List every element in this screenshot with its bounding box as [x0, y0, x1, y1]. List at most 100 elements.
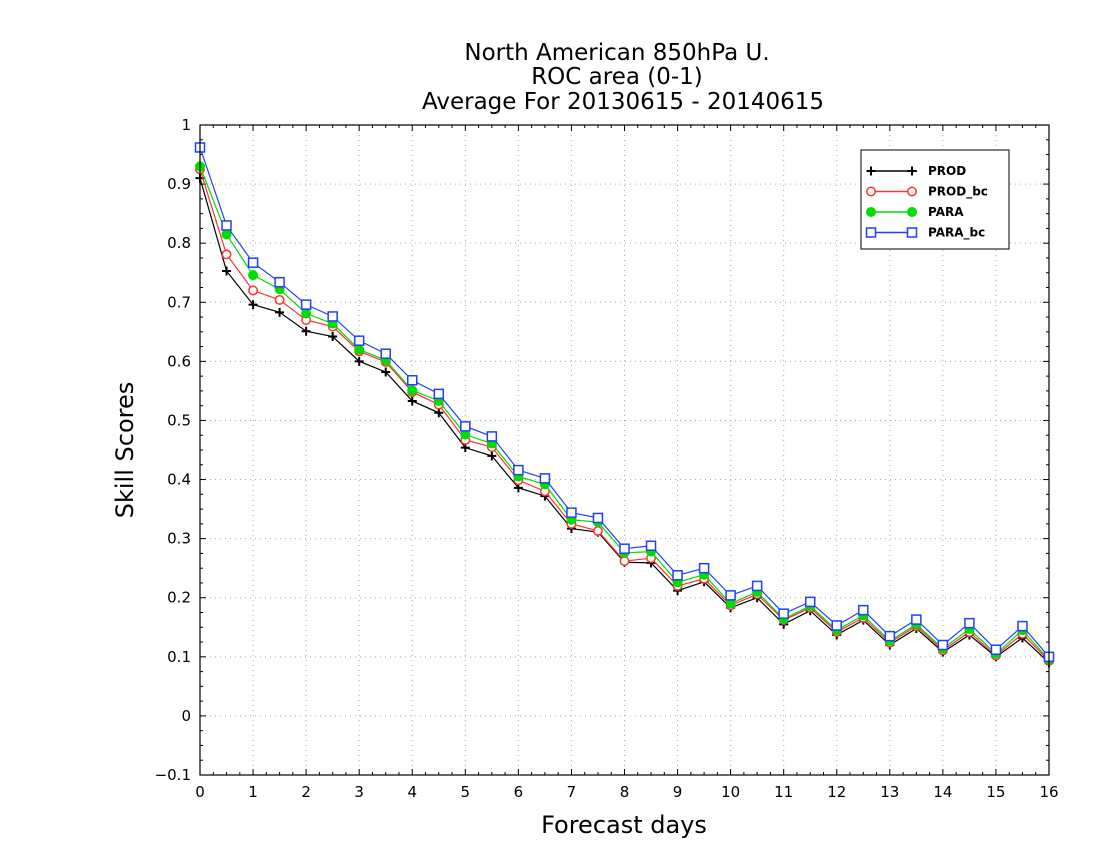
legend-entries: PROD PROD_bc PARA PARA_bc [865, 164, 988, 241]
data-point [327, 311, 338, 322]
data-point [300, 299, 312, 310]
x-tick-label: 4 [407, 783, 417, 801]
data-point [301, 326, 311, 336]
data-point [354, 356, 364, 366]
data-point [460, 421, 471, 432]
data-point [433, 388, 445, 400]
chart-title: North American 850hPa U. ROC area (0-1) … [422, 40, 824, 115]
data-point [751, 580, 763, 592]
y-tick-label: 0.5 [167, 411, 191, 429]
y-tick-label: 0 [181, 707, 191, 725]
data-point [328, 332, 338, 342]
plot-frame [199, 124, 1050, 776]
y-tick-label: 0.9 [167, 175, 191, 193]
legend-entry: PARA_bc [865, 226, 985, 241]
title-line-2: ROC area (0-1) [531, 64, 703, 90]
data-point [486, 431, 498, 442]
x-tick-label: 12 [827, 783, 846, 801]
x-tick-label: 7 [567, 783, 577, 801]
y-tick-label: 1 [181, 116, 191, 134]
data-point [858, 604, 869, 616]
data-point [725, 590, 736, 601]
x-tick-label: 0 [195, 783, 205, 801]
x-tick-label: 10 [721, 783, 740, 801]
x-tick-label: 14 [933, 783, 952, 801]
y-tick-label: 0.6 [167, 352, 191, 370]
legend-label: PROD [928, 164, 966, 178]
data-point [592, 512, 604, 524]
data-point [990, 644, 1002, 655]
data-point [248, 285, 259, 296]
y-axis-label: Skill Scores [111, 382, 139, 519]
x-tick-label: 11 [774, 783, 793, 801]
legend-marker-end [907, 166, 917, 176]
x-tick-label: 15 [986, 783, 1005, 801]
y-tick-label: −0.1 [155, 766, 191, 784]
x-tick-label: 5 [461, 783, 471, 801]
plot-series [194, 142, 1055, 668]
data-point [804, 596, 816, 608]
data-point [221, 249, 232, 260]
legend-label: PROD_bc [928, 185, 988, 200]
x-tick-label: 1 [248, 783, 258, 801]
data-point [222, 266, 232, 276]
x-tick-label: 2 [301, 783, 311, 801]
data-point [884, 630, 896, 642]
title-line-1: North American 850hPa U. [464, 40, 769, 66]
legend: PROD PROD_bc PARA PARA_bc [860, 149, 1010, 250]
legend-marker-end [906, 227, 918, 238]
data-point [434, 408, 444, 418]
data-point [619, 543, 630, 554]
x-tick-label: 3 [354, 783, 364, 801]
data-point [248, 270, 259, 281]
data-point [274, 276, 285, 288]
data-point [964, 617, 975, 629]
y-tick-label: 0.2 [167, 589, 191, 607]
data-point [487, 451, 497, 461]
data-point [407, 385, 418, 396]
data-point [275, 307, 285, 317]
data-point [593, 526, 603, 536]
data-point [221, 229, 232, 240]
data-point [539, 473, 551, 484]
y-tick-label: 0.8 [167, 234, 191, 252]
legend-marker-start [866, 186, 876, 197]
legend-marker-end [907, 207, 917, 217]
data-point [274, 294, 285, 305]
data-point [407, 396, 417, 406]
data-point [248, 300, 258, 310]
legend-marker-end [907, 186, 917, 197]
x-tick-label: 9 [673, 783, 683, 801]
legend-entry: PARA [866, 205, 964, 219]
data-point [301, 308, 312, 319]
y-tick-label: 0.4 [167, 471, 191, 489]
data-point [778, 608, 789, 619]
data-point [354, 344, 365, 355]
data-point [221, 220, 232, 231]
data-point [645, 540, 657, 551]
grid [200, 125, 1049, 775]
y-tick-label: 0.3 [167, 530, 191, 548]
data-point [698, 562, 710, 574]
data-point [831, 620, 842, 631]
data-point [247, 257, 259, 268]
axis-ticks: 0 1 2 3 4 5 6 7 8 9 10 11 12 13 14 15 16−0.100.10.20.30.… [155, 116, 1059, 801]
x-axis-label: Forecast days [541, 811, 707, 839]
legend-entry: PROD_bc [866, 185, 988, 200]
x-tick-label: 13 [880, 783, 899, 801]
y-tick-label: 0.1 [167, 648, 191, 666]
data-point [513, 464, 524, 476]
data-point [380, 348, 391, 359]
legend-marker-start [866, 166, 876, 176]
data-point [566, 507, 577, 518]
x-tick-label: 16 [1039, 783, 1058, 801]
data-point [381, 367, 391, 377]
data-point [619, 556, 630, 567]
data-point [937, 639, 949, 651]
x-tick-label: 8 [620, 783, 630, 801]
data-point [353, 335, 365, 346]
data-point [407, 375, 418, 386]
data-point [1017, 620, 1028, 632]
legend-label: PARA_bc [928, 226, 985, 241]
